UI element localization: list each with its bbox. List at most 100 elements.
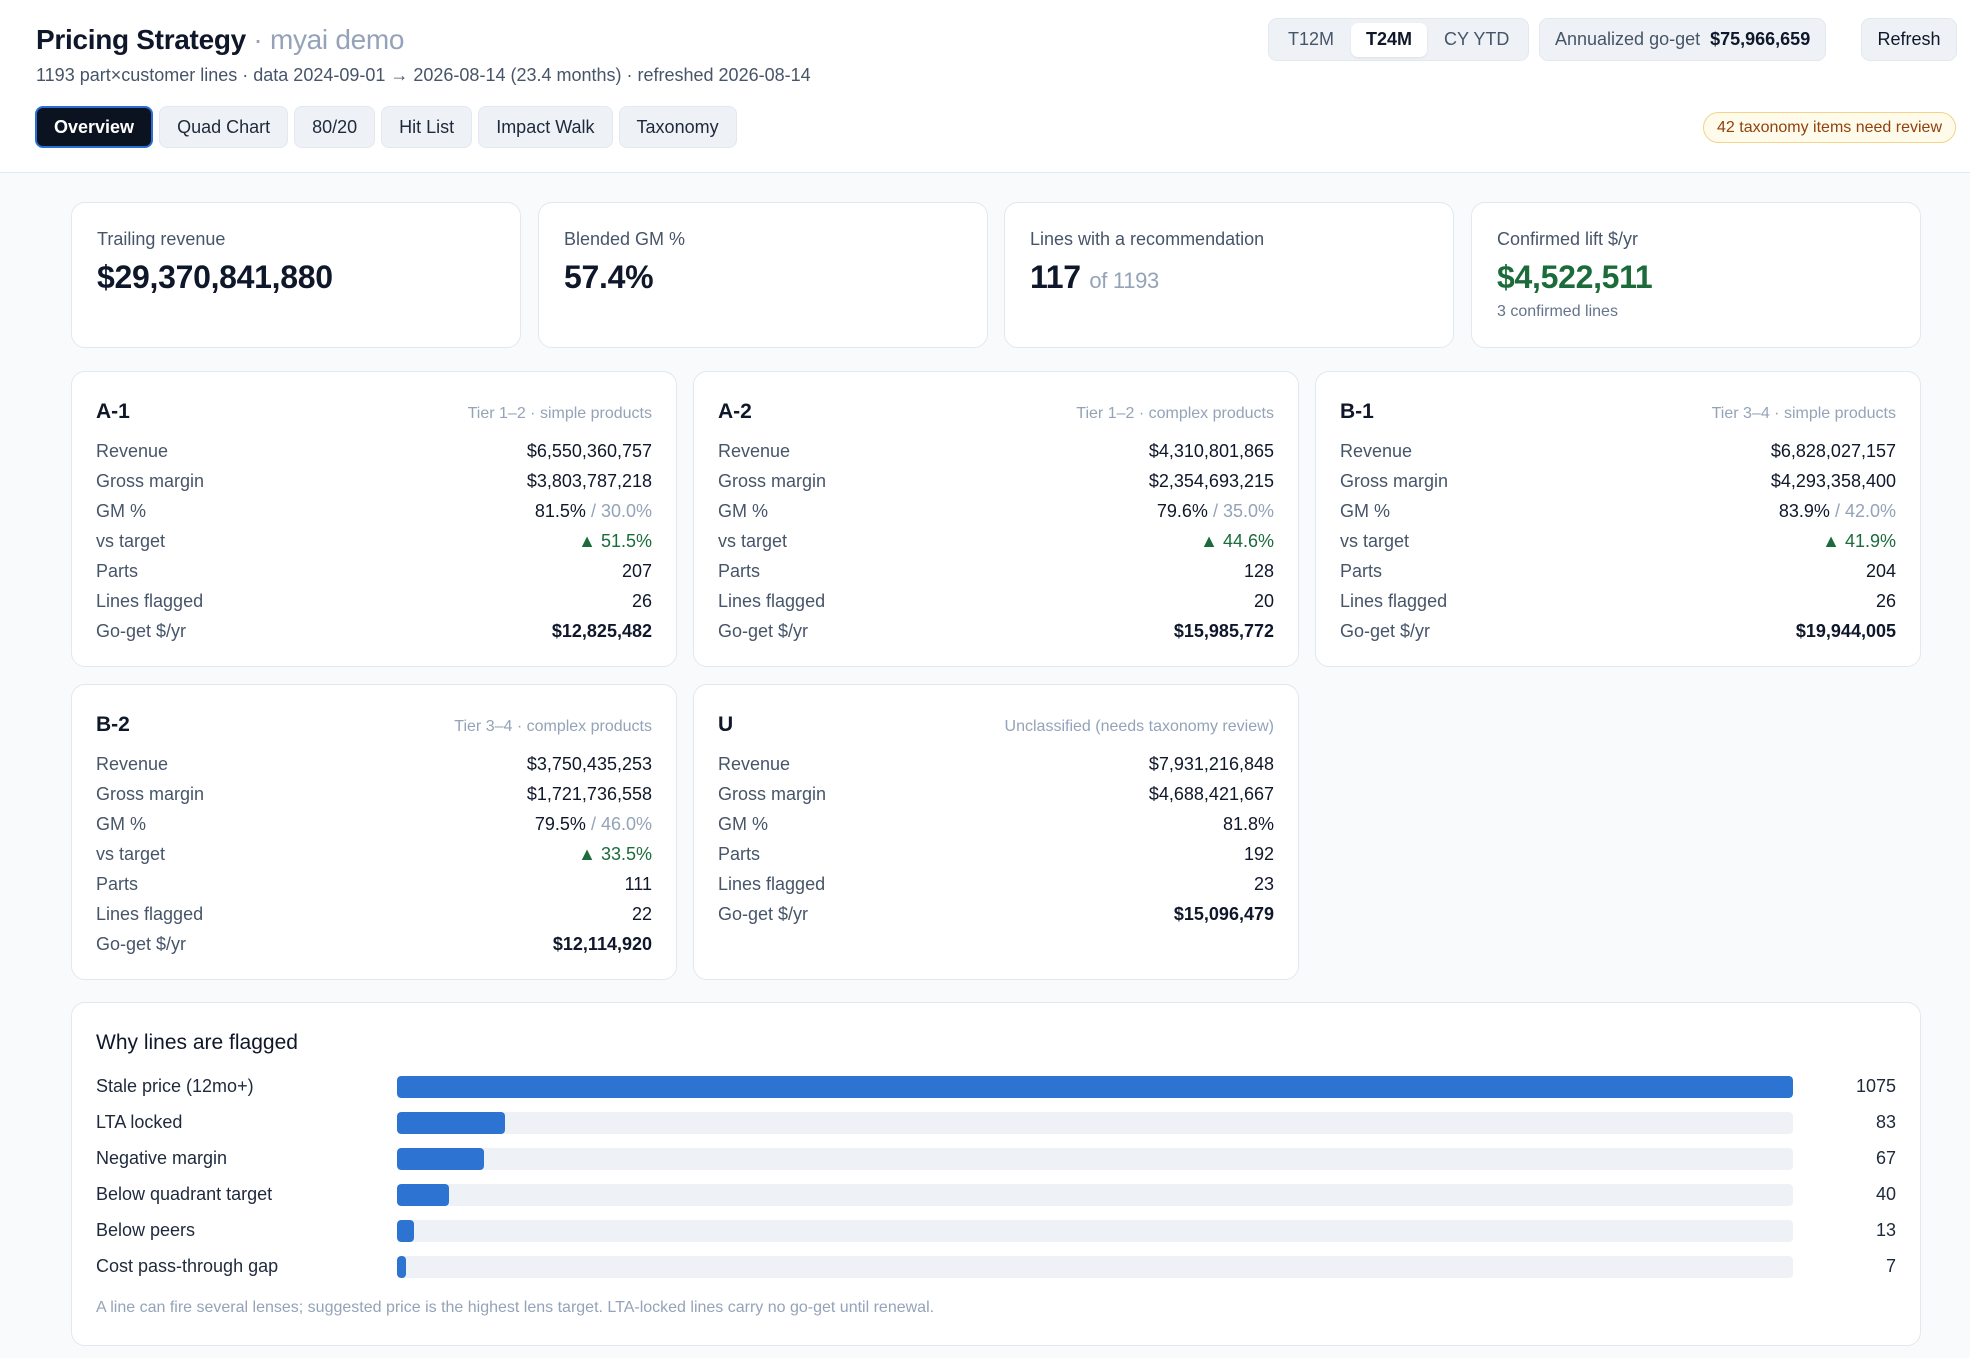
quadrant-card-u[interactable]: U Unclassified (needs taxonomy review) R… (693, 684, 1299, 980)
row-revenue: Revenue $4,310,801,865 (718, 436, 1274, 466)
kpi-note: 3 confirmed lines (1497, 303, 1618, 320)
row-value: $4,293,358,400 (1770, 470, 1896, 491)
row-label: Revenue (96, 440, 169, 461)
flag-label: Below peers (96, 1220, 196, 1240)
flag-bar (397, 1184, 449, 1206)
row-goget: Go-get $/yr $15,096,479 (718, 899, 1274, 929)
row-revenue: Revenue $7,931,216,848 (718, 749, 1274, 779)
row-value: $6,550,360,757 (526, 440, 652, 461)
flag-bar-track (397, 1076, 1793, 1098)
flag-row-negative-margin[interactable]: Negative margin 67 (96, 1140, 1896, 1176)
row-label: Lines flagged (1340, 590, 1448, 611)
row-label: GM % (1340, 500, 1391, 521)
recommended-lines-count: 117 (1030, 259, 1081, 295)
period-t12m[interactable]: T12M (1288, 29, 1335, 49)
gm-pct-value: 81.5% (534, 500, 586, 521)
kpi-label: Trailing revenue (97, 229, 226, 249)
row-label: GM % (96, 500, 147, 521)
gm-pct-value: 83.9% (1778, 500, 1830, 521)
row-lines-flagged: Lines flagged 20 (718, 586, 1274, 616)
period-selector: T12M T24M CY YTD (1268, 18, 1530, 61)
row-label: Parts (718, 560, 761, 581)
row-vs-target: vs target ▲ 33.5% (96, 839, 652, 869)
row-gm-pct: GM % 81.8% (718, 809, 1274, 839)
workspace-name: myai demo (269, 24, 405, 55)
quadrant-name: B-2 (96, 713, 130, 736)
row-value: $12,825,482 (551, 620, 652, 641)
row-value: $7,931,216,848 (1148, 753, 1274, 774)
row-label: Parts (1340, 560, 1383, 581)
page-header: Pricing Strategy · myai demo 1193 part×c… (0, 0, 1970, 173)
row-label: Go-get $/yr (1340, 620, 1431, 641)
quadrant-description: Tier 3–4 · complex products (454, 718, 652, 735)
row-value: 23 (1253, 873, 1274, 894)
quadrant-name: A-1 (96, 400, 130, 423)
vs-target-value: ▲ 44.6% (1200, 530, 1274, 551)
row-value: 111 (624, 873, 652, 894)
row-parts: Parts 192 (718, 839, 1274, 869)
tab-quad-chart[interactable]: Quad Chart (159, 106, 289, 148)
row-label: GM % (718, 500, 769, 521)
flag-bar-track (397, 1256, 1793, 1278)
flag-label: Negative margin (96, 1148, 228, 1168)
flag-bar-track (397, 1220, 1793, 1242)
tab-80-20[interactable]: 80/20 (294, 106, 376, 148)
row-gross-margin: Gross margin $4,688,421,667 (718, 779, 1274, 809)
row-lines-flagged: Lines flagged 26 (96, 586, 652, 616)
quadrant-card-a2[interactable]: A-2 Tier 1–2 · complex products Revenue $… (693, 371, 1299, 667)
row-gm-pct: GM % 79.6% / 35.0% (718, 496, 1274, 526)
kpi-confirmed-lift: Confirmed lift $/yr $4,522,511 3 confirm… (1471, 202, 1921, 348)
row-value: 22 (631, 903, 652, 924)
flag-bar (397, 1112, 505, 1134)
row-parts: Parts 128 (718, 556, 1274, 586)
flag-count: 67 (1875, 1148, 1896, 1168)
quadrant-card-a1[interactable]: A-1 Tier 1–2 · simple products Revenue $6… (71, 371, 677, 667)
row-label: vs target (96, 843, 166, 864)
kpi-label: Blended GM % (564, 229, 686, 249)
period-t24m[interactable]: T24M (1351, 22, 1428, 57)
row-label: Revenue (718, 753, 791, 774)
kpi-trailing-revenue: Trailing revenue $29,370,841,880 (71, 202, 521, 348)
goget-label: Annualized go-get (1555, 29, 1701, 49)
row-revenue: Revenue $3,750,435,253 (96, 749, 652, 779)
gm-pct-value: 79.6% (1156, 500, 1208, 521)
tab-taxonomy[interactable]: Taxonomy (618, 106, 737, 148)
row-revenue: Revenue $6,550,360,757 (96, 436, 652, 466)
flag-label: LTA locked (96, 1112, 183, 1132)
row-label: Revenue (718, 440, 791, 461)
row-lines-flagged: Lines flagged 22 (96, 899, 652, 929)
quadrant-card-b2[interactable]: B-2 Tier 3–4 · complex products Revenue $… (71, 684, 677, 980)
quadrant-card-b1[interactable]: B-1 Tier 3–4 · simple products Revenue $6… (1315, 371, 1921, 667)
row-value: $4,310,801,865 (1148, 440, 1274, 461)
taxonomy-review-badge[interactable]: 42 taxonomy items need review (1703, 112, 1956, 143)
row-gm-pct: GM % 83.9% / 42.0% (1340, 496, 1896, 526)
period-cy-ytd[interactable]: CY YTD (1444, 29, 1510, 49)
row-value: $19,944,005 (1795, 620, 1896, 641)
gm-pct-value: 81.8% (1222, 813, 1274, 834)
flag-row-below-quadrant-target[interactable]: Below quadrant target 40 (96, 1176, 1896, 1212)
row-label: Parts (96, 560, 139, 581)
flag-row-lta-locked[interactable]: LTA locked 83 (96, 1104, 1896, 1140)
row-gross-margin: Gross margin $3,803,787,218 (96, 466, 652, 496)
gm-pct-value: 79.5% (534, 813, 586, 834)
row-label: Go-get $/yr (718, 903, 809, 924)
quadrant-name: U (718, 713, 734, 736)
row-label: Gross margin (718, 783, 827, 804)
total-lines: of 1193 (1089, 268, 1159, 293)
kpi-value: $29,370,841,880 (97, 259, 333, 295)
row-parts: Parts 111 (96, 869, 652, 899)
tab-hit-list[interactable]: Hit List (381, 106, 473, 148)
flag-row-stale-price[interactable]: Stale price (12mo+) 1075 (96, 1068, 1896, 1104)
flag-row-below-peers[interactable]: Below peers 13 (96, 1212, 1896, 1248)
flag-reasons-card: Why lines are flagged Stale price (12mo+… (71, 1002, 1921, 1346)
tab-overview[interactable]: Overview (35, 106, 154, 148)
row-label: Lines flagged (96, 903, 204, 924)
row-value: 20 (1253, 590, 1274, 611)
quadrant-description: Tier 3–4 · simple products (1711, 405, 1896, 422)
row-parts: Parts 207 (96, 556, 652, 586)
refresh-button[interactable]: Refresh (1861, 18, 1957, 61)
data-meta: 1193 part×customer lines · data 2024-09-… (36, 65, 811, 85)
flag-row-cost-pass-through-gap[interactable]: Cost pass-through gap 7 (96, 1248, 1896, 1284)
kpi-value: $4,522,511 (1497, 259, 1653, 295)
tab-impact-walk[interactable]: Impact Walk (478, 106, 613, 148)
